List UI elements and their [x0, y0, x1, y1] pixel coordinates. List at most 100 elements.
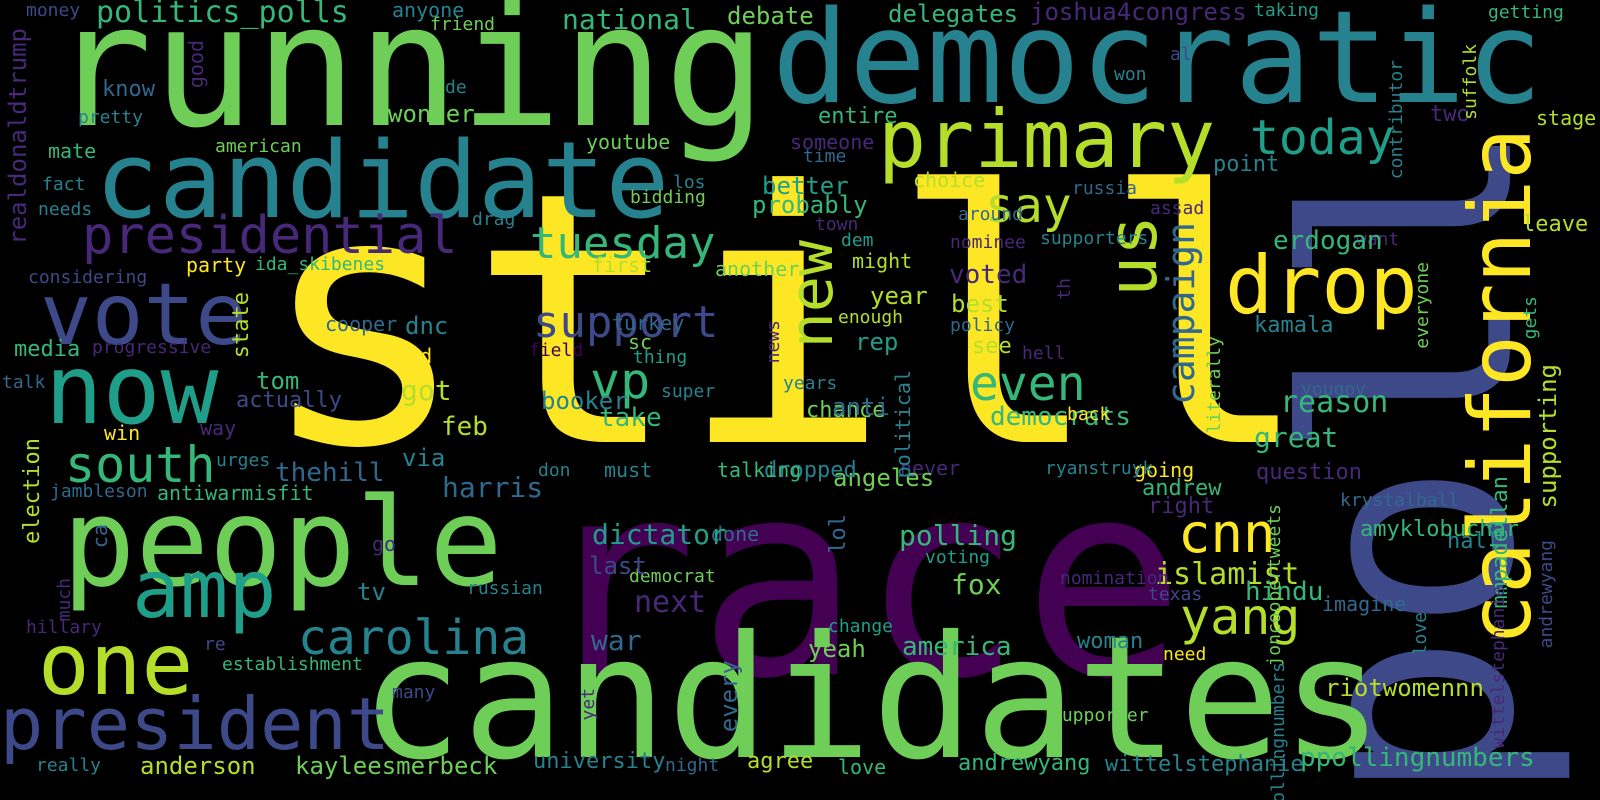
word-american: american: [215, 136, 302, 157]
word-support: support: [533, 297, 719, 348]
word-race: race: [535, 423, 1186, 738]
word-love: love: [838, 755, 887, 779]
word-russia: two: [1430, 102, 1470, 127]
word-much: much: [54, 578, 75, 622]
word-say: say: [985, 178, 1072, 234]
word-point: want: [1356, 229, 1400, 250]
word-wonder: town: [815, 214, 859, 235]
word-mate: mate: [48, 139, 97, 163]
word-candidate: candidate: [95, 119, 670, 242]
word-america: need: [1163, 644, 1207, 665]
word-go: go: [372, 532, 397, 556]
word-cooper: got: [401, 374, 452, 407]
word-supporting: ppollingnumbers: [1268, 662, 1289, 800]
word-voting: war: [591, 624, 642, 657]
word-al: stage: [1536, 106, 1597, 130]
word-state: state: [229, 292, 254, 359]
word-assad: al: [1170, 44, 1192, 65]
word-los: entire: [818, 104, 898, 129]
word-urges: urges: [216, 450, 271, 471]
word-re: re: [204, 634, 226, 655]
word-last: yeah: [808, 635, 866, 663]
word-every: woman: [1077, 629, 1144, 654]
word-angeles: russian: [467, 578, 543, 599]
word-super: dnc: [405, 312, 449, 340]
word-anderson: anderson: [140, 752, 256, 780]
word-booker: must: [604, 458, 653, 482]
word-campaign: campaign: [1159, 222, 1203, 406]
word-democratic: democratic: [772, 0, 1543, 133]
word-getting: getting: [1488, 2, 1564, 23]
word-even: even: [970, 356, 1086, 412]
word-take: talking: [717, 458, 802, 482]
word-reason: th: [1054, 278, 1075, 300]
word-hell: supporters: [1040, 228, 1149, 249]
word-news: sc: [628, 330, 653, 354]
word-needs: needs: [38, 199, 93, 220]
word-wittelstephanie: wittelstephanie: [1105, 752, 1304, 777]
word-ryanstruyk: great: [1254, 421, 1339, 454]
word-need: hindu: [1245, 577, 1324, 607]
word-supporters: point: [1213, 152, 1280, 177]
word-never: question: [1256, 460, 1362, 485]
word-democrats: news: [763, 320, 784, 364]
word-got: don: [538, 460, 571, 481]
word-still: still: [258, 117, 1312, 525]
word-anyone: anyone: [392, 0, 465, 22]
word-democrat: america: [902, 632, 1012, 662]
word-bidding: time: [803, 146, 847, 167]
word-friend: friend: [430, 14, 496, 35]
word-see: anti: [832, 393, 890, 421]
word-south: south: [65, 436, 216, 494]
word-right: erdogan: [1273, 226, 1383, 256]
word-ida_skibenes: ida_skibenes: [255, 254, 386, 275]
word-won: leave: [1522, 212, 1589, 237]
word-media: media: [14, 337, 81, 362]
word-thing: said: [384, 344, 433, 368]
word-chance: thing: [633, 347, 688, 368]
word-hall: hall: [1447, 529, 1500, 554]
word-rep: see: [972, 334, 1012, 359]
word-nominee: russia: [1072, 178, 1138, 199]
word-entire: dem: [841, 230, 874, 251]
word-must: angeles: [833, 464, 935, 492]
word-talk: talk: [2, 372, 46, 393]
word-primary: primary: [878, 93, 1216, 186]
word-tuesday: tuesday: [530, 218, 716, 269]
word-year: back: [1067, 404, 1111, 425]
word-two: yougov: [1301, 379, 1367, 400]
word-probably: bidding: [630, 187, 706, 208]
word-voted: democrats: [990, 402, 1131, 432]
word-mmpadellan: andrewyang: [1536, 540, 1557, 649]
word-great: hell: [1022, 343, 1066, 364]
word-next: democrat: [629, 566, 716, 587]
word-delegates: delegates: [888, 0, 1019, 28]
word-know: know: [102, 77, 155, 102]
word-vote: vote: [40, 265, 248, 365]
word-antiwarmisfit: antiwarmisfit: [157, 481, 314, 505]
word-leave: krystalball: [1340, 490, 1460, 511]
word-good: good: [184, 40, 208, 89]
word-feb: dropped: [764, 458, 857, 483]
word-suffolk: supporting: [1534, 364, 1562, 509]
word-today: today: [1250, 110, 1395, 166]
word-amyklobuchar: everyone: [1412, 262, 1433, 349]
word-town: rep: [855, 328, 899, 356]
word-joshua4congress: joshua4congress: [1030, 0, 1247, 26]
word-texas: islamist: [1155, 557, 1300, 592]
word-around: won: [1114, 64, 1147, 85]
word-polling: tv: [357, 578, 386, 606]
word-considering: considering: [28, 267, 148, 288]
word-agree: agree: [747, 749, 814, 774]
word-national: national: [562, 3, 697, 36]
word-really: really: [36, 755, 102, 776]
word-calling: first: [592, 253, 653, 277]
word-imagine: ryanstruyk: [1045, 458, 1154, 479]
word-now: now: [45, 334, 219, 446]
word-money: money: [26, 0, 81, 21]
word-supporter: nomination: [1060, 568, 1169, 589]
word-youtube: someone: [790, 130, 875, 154]
word-win: win: [104, 421, 141, 445]
word-progressive: progressive: [92, 337, 212, 358]
word-ca: ca: [88, 524, 112, 549]
